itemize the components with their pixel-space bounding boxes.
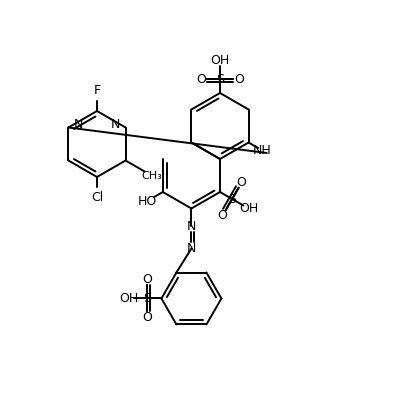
Text: O: O [233,72,243,85]
Text: S: S [143,292,151,305]
Text: N: N [186,242,196,255]
Text: S: S [215,72,223,85]
Text: NH: NH [253,144,271,157]
Text: N: N [111,118,120,131]
Text: O: O [142,273,152,286]
Text: OH: OH [238,202,257,215]
Text: O: O [217,209,227,222]
Text: F: F [93,84,100,97]
Text: OH: OH [119,292,138,305]
Text: N: N [73,118,83,131]
Text: N: N [186,220,196,233]
Text: OH: OH [210,53,229,67]
Text: Cl: Cl [91,191,103,204]
Text: O: O [236,176,246,189]
Text: HO: HO [137,194,156,208]
Text: O: O [142,311,152,324]
Text: O: O [196,72,205,85]
Text: S: S [227,192,235,206]
Text: CH₃: CH₃ [141,171,162,180]
